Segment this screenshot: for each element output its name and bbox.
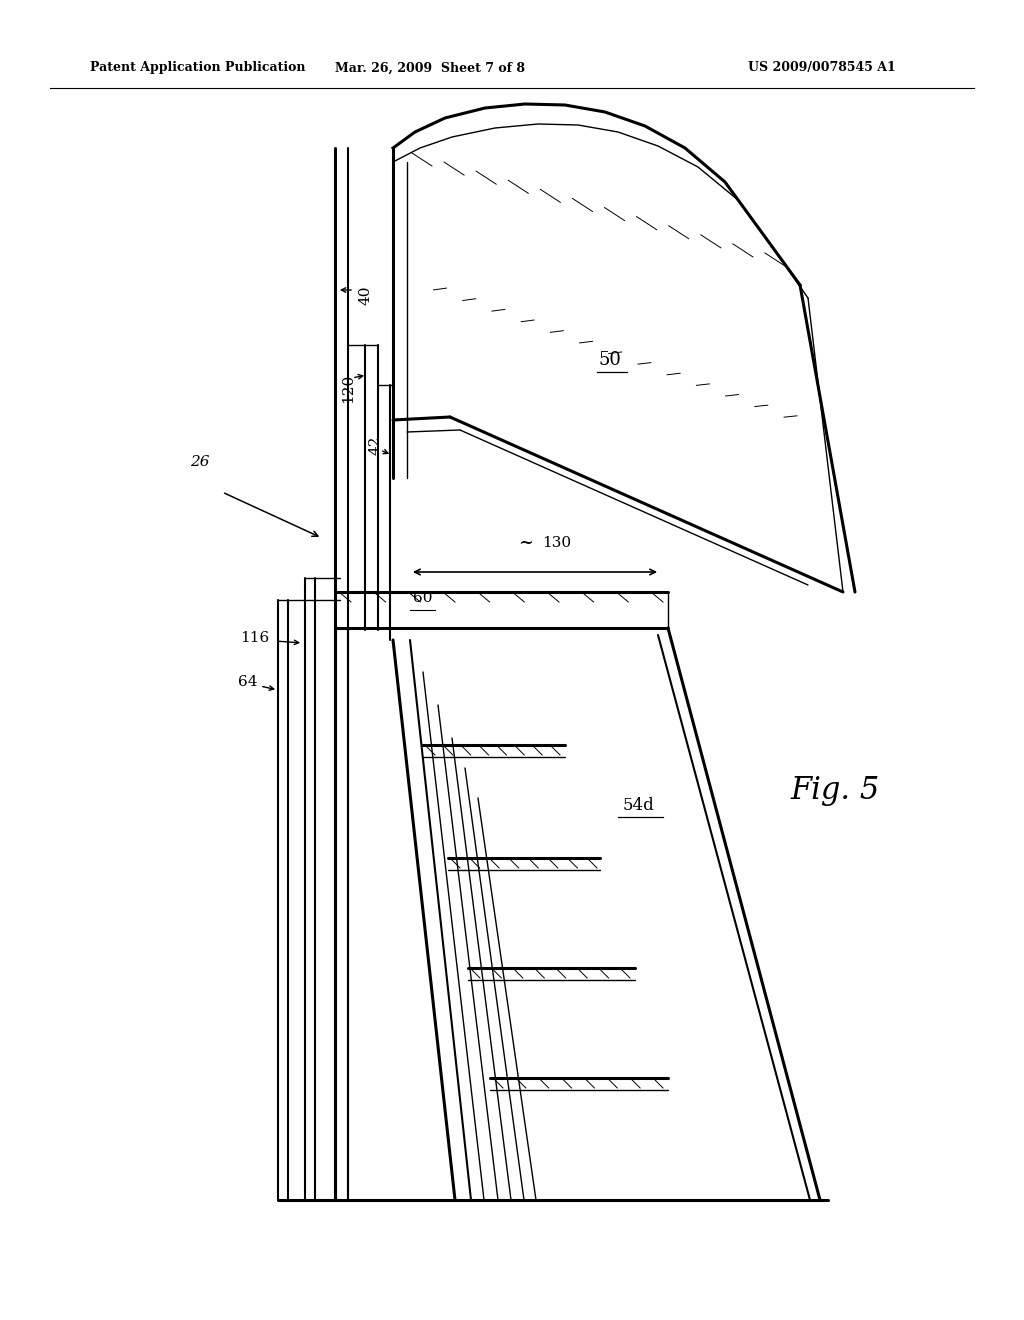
- Text: 40: 40: [358, 285, 372, 305]
- Text: 26: 26: [190, 455, 210, 469]
- Text: 60: 60: [413, 591, 432, 605]
- Text: 120: 120: [341, 374, 355, 403]
- Text: Patent Application Publication: Patent Application Publication: [90, 62, 305, 74]
- Text: 42: 42: [368, 436, 382, 455]
- Text: Mar. 26, 2009  Sheet 7 of 8: Mar. 26, 2009 Sheet 7 of 8: [335, 62, 525, 74]
- Text: 64: 64: [239, 675, 258, 689]
- Text: 130: 130: [542, 536, 571, 550]
- Text: 116: 116: [241, 631, 269, 645]
- Text: Fig. 5: Fig. 5: [791, 775, 880, 805]
- Text: ~: ~: [518, 535, 534, 552]
- Text: 54d: 54d: [623, 796, 654, 813]
- Text: US 2009/0078545 A1: US 2009/0078545 A1: [748, 62, 896, 74]
- Text: 50: 50: [599, 351, 622, 370]
